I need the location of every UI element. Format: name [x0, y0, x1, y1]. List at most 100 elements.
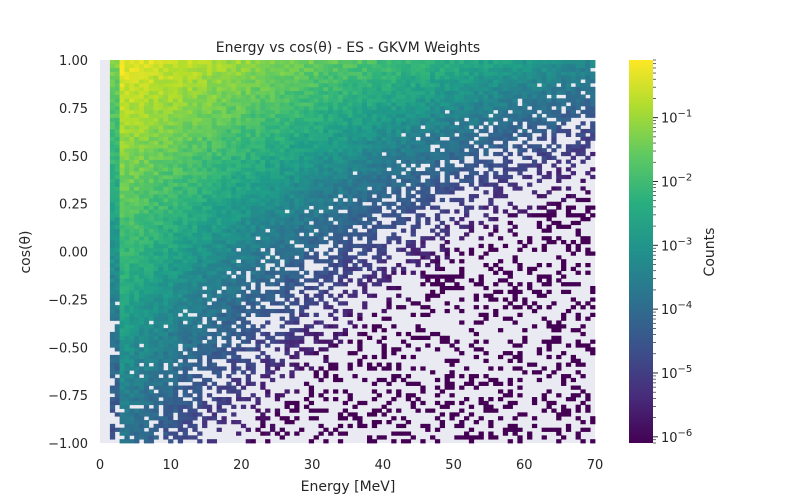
heatmap-cell [129, 312, 135, 318]
heatmap-cell [226, 159, 232, 164]
heatmap-cell [168, 385, 174, 390]
heatmap-cell [371, 381, 378, 386]
heatmap-cell [148, 217, 154, 222]
heatmap-cell [391, 63, 397, 69]
heatmap-cell [333, 316, 339, 321]
heatmap-cell [289, 232, 295, 237]
heatmap-cell [245, 397, 251, 402]
heatmap-cell [357, 259, 363, 264]
heatmap-cell [177, 82, 184, 88]
heatmap-cell [206, 228, 213, 233]
heatmap-cell [430, 308, 436, 314]
heatmap-cell [342, 331, 348, 337]
heatmap-cell [318, 190, 324, 195]
heatmap-cell [323, 132, 329, 137]
heatmap-cell [371, 232, 378, 237]
heatmap-cell [299, 90, 305, 95]
heatmap-cell [192, 121, 198, 126]
heatmap-cell [206, 217, 213, 222]
heatmap-cell [347, 98, 353, 103]
heatmap-cell [109, 201, 116, 206]
heatmap-cell [250, 404, 256, 409]
heatmap-cell [177, 190, 184, 195]
heatmap-cell [216, 71, 222, 76]
heatmap-cell [303, 293, 310, 298]
heatmap-cell [129, 125, 135, 130]
heatmap-cell [114, 412, 120, 417]
heatmap-cell [124, 358, 130, 363]
heatmap-cell [381, 404, 387, 409]
heatmap-cell [153, 125, 159, 130]
heatmap-cell [294, 79, 300, 84]
heatmap-cell [342, 94, 348, 99]
heatmap-cell [381, 79, 387, 84]
heatmap-cell [415, 397, 421, 402]
heatmap-cell [308, 159, 315, 164]
heatmap-cell [289, 178, 295, 183]
heatmap-cell [265, 205, 271, 210]
heatmap-cell [158, 259, 164, 264]
heatmap-cell [342, 259, 348, 264]
heatmap-cell [139, 121, 145, 126]
heatmap-cell [143, 331, 150, 337]
heatmap-cell [362, 205, 368, 210]
heatmap-cell [172, 82, 179, 88]
heatmap-cell [153, 400, 159, 406]
heatmap-cell [163, 125, 169, 130]
heatmap-cell [352, 132, 358, 137]
heatmap-cell [294, 240, 300, 245]
heatmap-cell [202, 282, 208, 287]
heatmap-cell [202, 420, 208, 425]
heatmap-cell [376, 174, 382, 180]
heatmap-cell [197, 243, 203, 249]
heatmap-cell [124, 400, 130, 406]
heatmap-cell [187, 125, 193, 130]
heatmap-cell [274, 240, 281, 245]
heatmap-cell [279, 274, 285, 279]
heatmap-cell [143, 102, 150, 107]
heatmap-cell [211, 109, 218, 115]
heatmap-cell [279, 182, 285, 187]
heatmap-cell [231, 132, 237, 137]
heatmap-cell [255, 109, 261, 115]
heatmap-cell [231, 79, 237, 84]
heatmap-cell [168, 136, 174, 141]
heatmap-cell [148, 282, 154, 287]
heatmap-cell [347, 197, 353, 203]
heatmap-cell [206, 174, 213, 180]
heatmap-cell [202, 79, 208, 84]
heatmap-cell [265, 354, 271, 360]
heatmap-cell [236, 109, 242, 115]
heatmap-cell [303, 63, 310, 69]
heatmap-cell [114, 220, 120, 226]
heatmap-cell [425, 297, 431, 302]
heatmap-cell [177, 351, 184, 356]
heatmap-cell [172, 113, 179, 118]
heatmap-cell [109, 60, 116, 65]
heatmap-cell [231, 144, 237, 149]
heatmap-cell [134, 60, 140, 65]
heatmap-cell [260, 105, 266, 111]
heatmap-cell [182, 374, 188, 379]
heatmap-cell [119, 240, 125, 245]
heatmap-cell [226, 297, 232, 302]
heatmap-cell [328, 339, 334, 344]
heatmap-cell [328, 105, 334, 111]
heatmap-cell [265, 186, 271, 191]
heatmap-cell [396, 408, 402, 413]
heatmap-cell [163, 128, 169, 134]
heatmap-cell [294, 232, 300, 237]
heatmap-cell [231, 136, 237, 141]
heatmap-cell [279, 86, 285, 92]
heatmap-cell [362, 132, 368, 137]
heatmap-cell [187, 167, 193, 172]
heatmap-cell [182, 431, 188, 436]
heatmap-cell [289, 79, 295, 84]
heatmap-cell [158, 136, 164, 141]
heatmap-cell [211, 148, 218, 153]
heatmap-cell [371, 408, 378, 413]
heatmap-cell [139, 278, 145, 283]
heatmap-cell [231, 148, 237, 153]
heatmap-cell [303, 362, 310, 367]
heatmap-cell [342, 194, 348, 199]
